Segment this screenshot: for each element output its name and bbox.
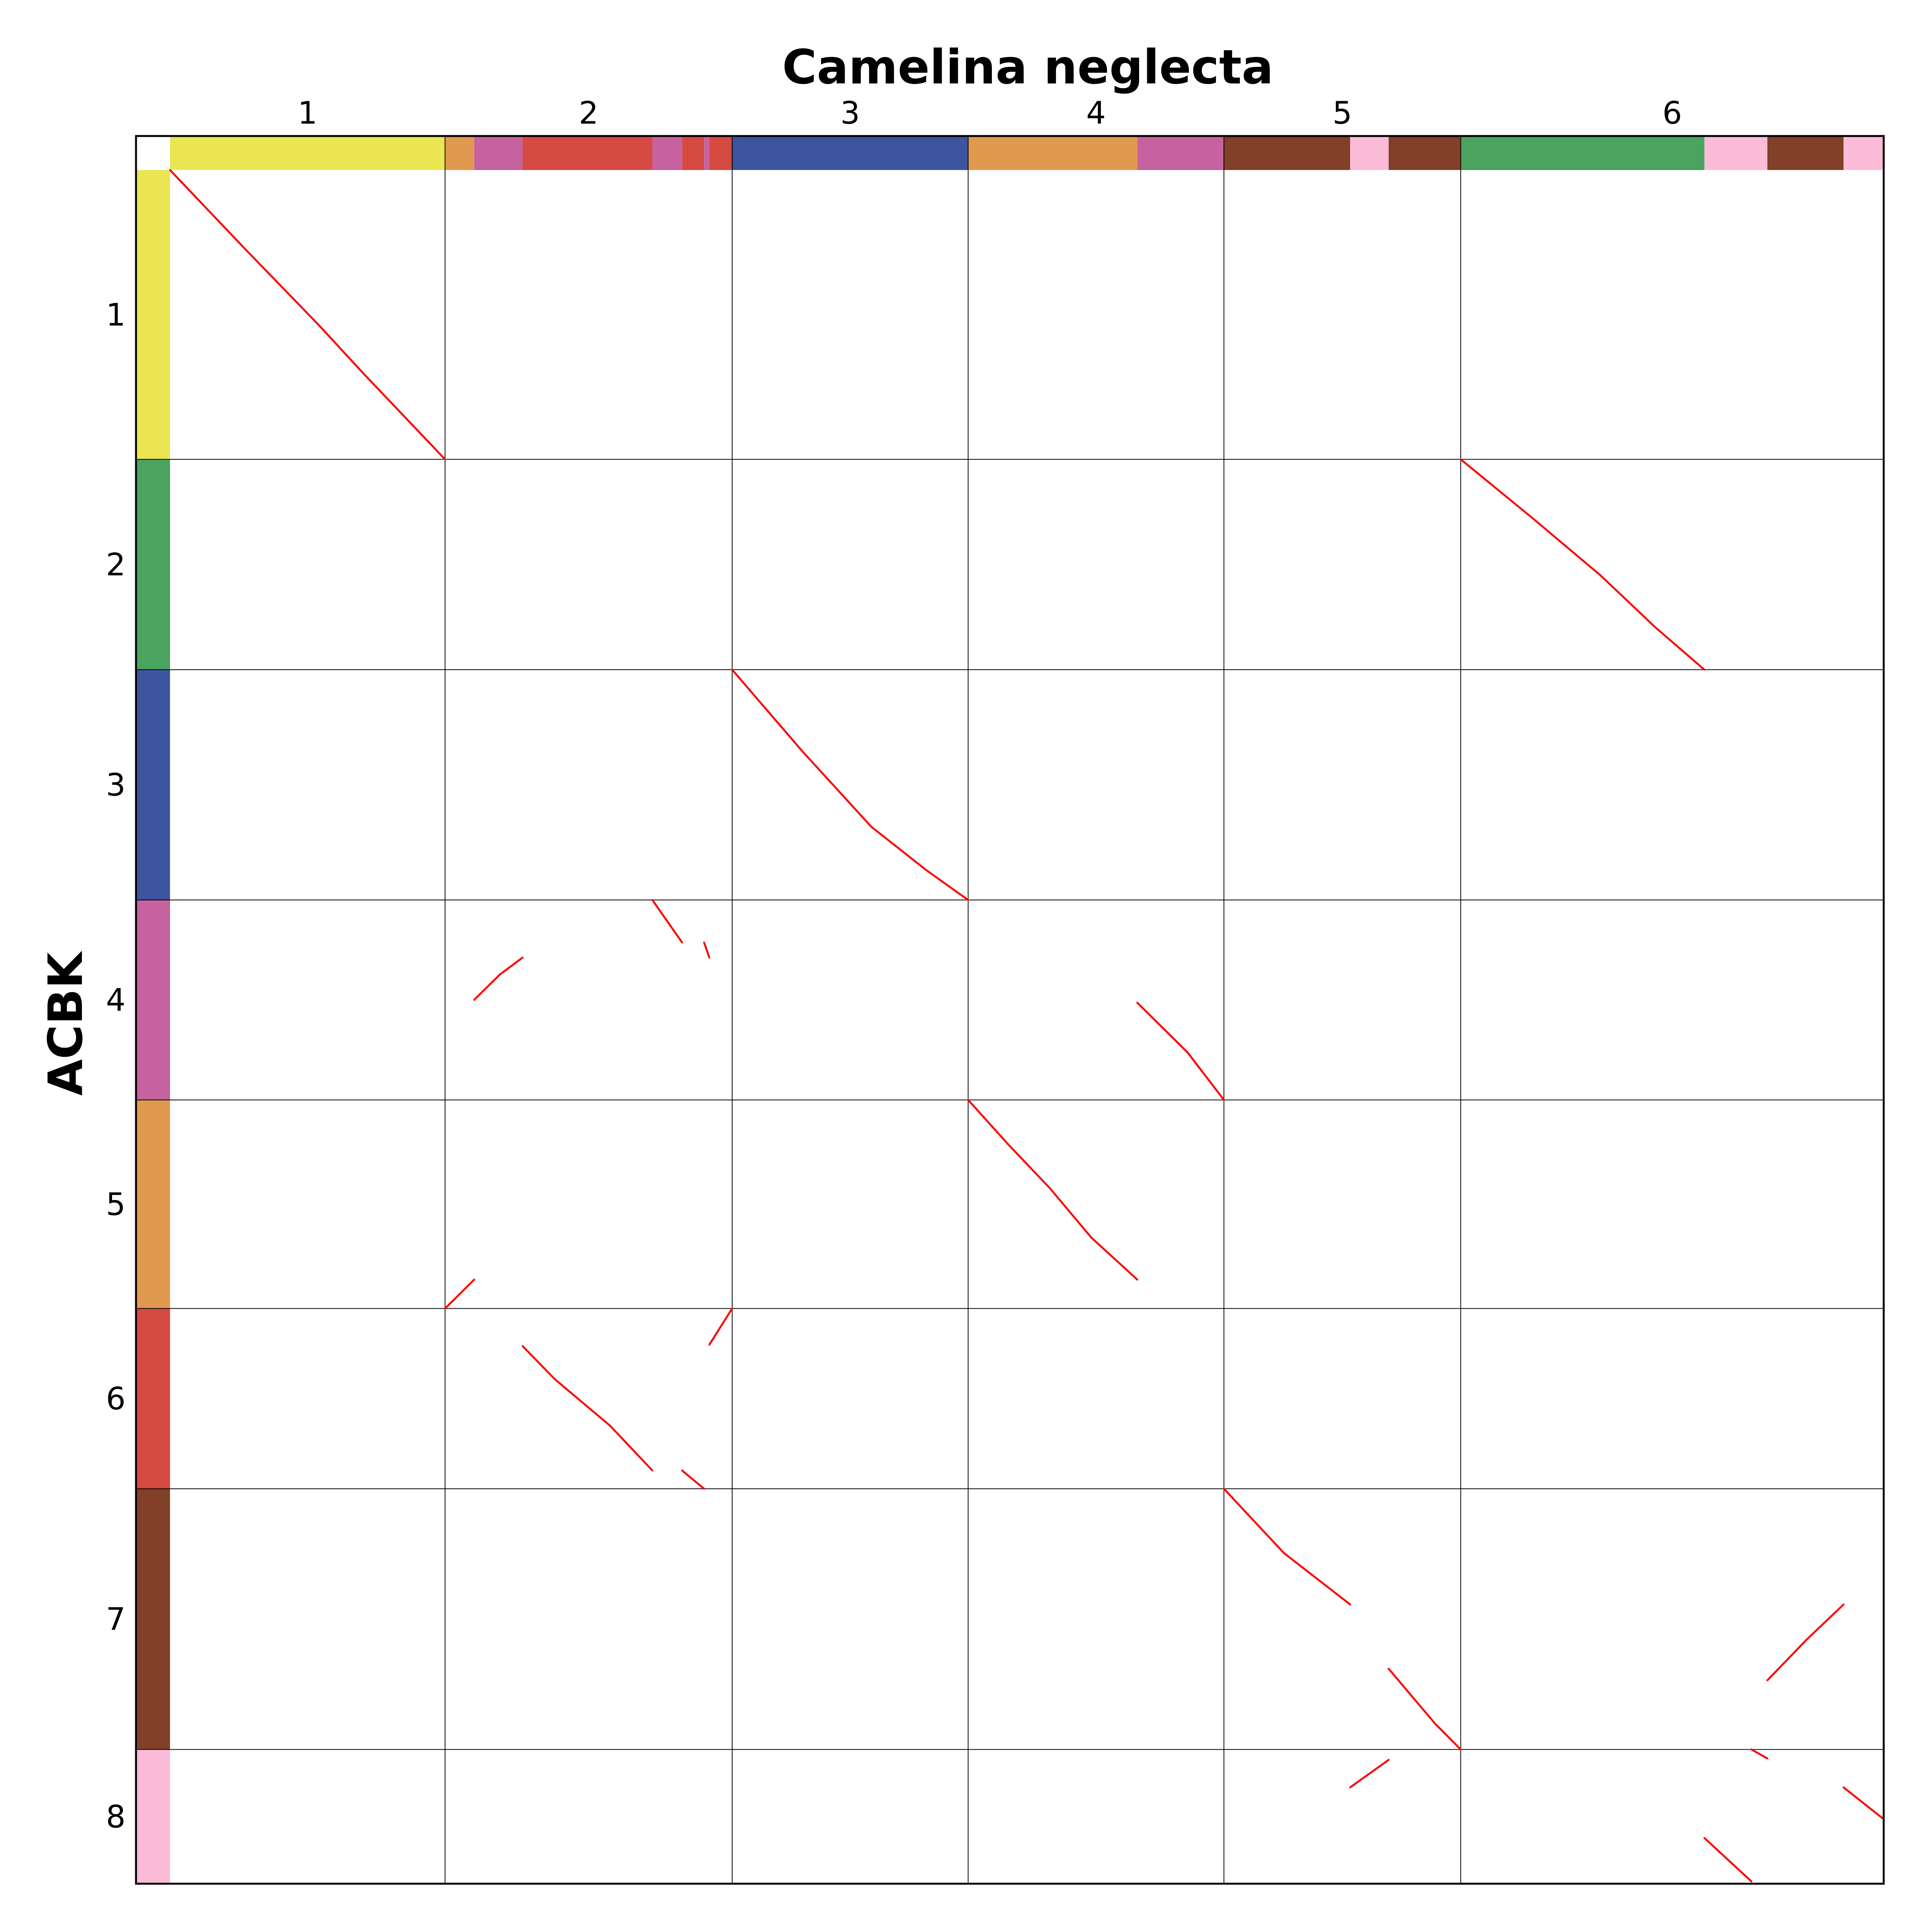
x-color-band-7 [704,136,709,170]
synteny-segment-18 [1842,1786,1885,1820]
synteny-segment-17 [1703,1837,1753,1883]
x-color-band-8 [709,136,732,170]
y-color-band-7 [136,1488,170,1750]
x-axis-title: Camelina neglecta [782,40,1273,95]
chromosome-grid [136,136,1884,1884]
x-color-band-6 [682,136,704,170]
plot-frame [135,135,1885,1885]
x-color-band-16 [1704,136,1767,170]
synteny-segments [169,169,1885,1883]
y-chromosome-label-5: 5 [106,1186,126,1222]
y-chromosome-label-8: 8 [106,1799,126,1835]
x-color-band-18 [1844,136,1884,170]
x-chromosome-labels: 1 2 3 4 5 6 [298,95,1682,131]
x-chromosome-label-3: 3 [840,95,860,131]
synteny-segment-11 [681,1469,705,1490]
x-color-band-10 [968,136,1138,170]
x-color-band-15 [1461,136,1704,170]
y-color-band-6 [136,1308,170,1489]
y-chromosome-label-3: 3 [106,767,126,803]
y-axis-title: ACBK [38,951,93,1096]
y-chromosome-labels: 1 2 3 4 5 6 7 8 [106,297,126,1835]
y-chromosome-label-1: 1 [106,297,126,333]
synteny-segment-19 [1750,1748,1769,1760]
y-color-band-3 [136,670,170,900]
y-color-band-4 [136,900,170,1100]
x-chromosome-label-1: 1 [298,95,317,131]
synteny-segment-4 [473,956,524,1001]
synteny-segment-15 [1766,1603,1845,1682]
x-chromosome-label-6: 6 [1662,95,1682,131]
synteny-segment-1 [169,169,446,461]
y-chromosome-label-7: 7 [106,1601,126,1637]
x-color-band-11 [1137,136,1224,170]
x-chromosome-label-4: 4 [1086,95,1106,131]
synteny-segment-16 [1349,1759,1390,1789]
synteny-segment-12 [708,1307,733,1346]
synteny-segment-10 [522,1345,653,1472]
y-color-band-5 [136,1100,170,1309]
y-chromosome-color-bands [136,170,170,1884]
x-color-band-9 [732,136,968,170]
synteny-segment-7 [1136,1002,1225,1101]
synteny-segment-2 [1459,458,1706,671]
x-color-band-2 [445,136,474,170]
synteny-segment-14 [1388,1668,1462,1751]
y-color-band-1 [136,170,170,459]
y-color-band-2 [136,459,170,670]
x-color-band-4 [522,136,653,170]
x-color-band-17 [1767,136,1844,170]
y-chromosome-label-2: 2 [106,547,126,583]
x-chromosome-label-5: 5 [1332,95,1352,131]
synteny-segment-8 [967,1099,1138,1281]
synteny-segment-3 [731,668,969,901]
x-color-band-14 [1388,136,1461,170]
y-chromosome-label-4: 4 [106,982,126,1018]
synteny-segment-5 [651,899,683,944]
synteny-segment-6 [703,941,711,959]
synteny-segment-9 [444,1279,475,1310]
x-chromosome-label-2: 2 [579,95,599,131]
x-color-band-5 [652,136,682,170]
x-chromosome-color-bands [170,136,1884,170]
x-color-band-3 [474,136,523,170]
y-color-band-8 [136,1749,170,1884]
x-color-band-1 [170,136,445,170]
y-chromosome-label-6: 6 [106,1381,126,1417]
synteny-segment-13 [1223,1488,1351,1605]
x-color-band-12 [1224,136,1350,170]
x-color-band-13 [1350,136,1389,170]
